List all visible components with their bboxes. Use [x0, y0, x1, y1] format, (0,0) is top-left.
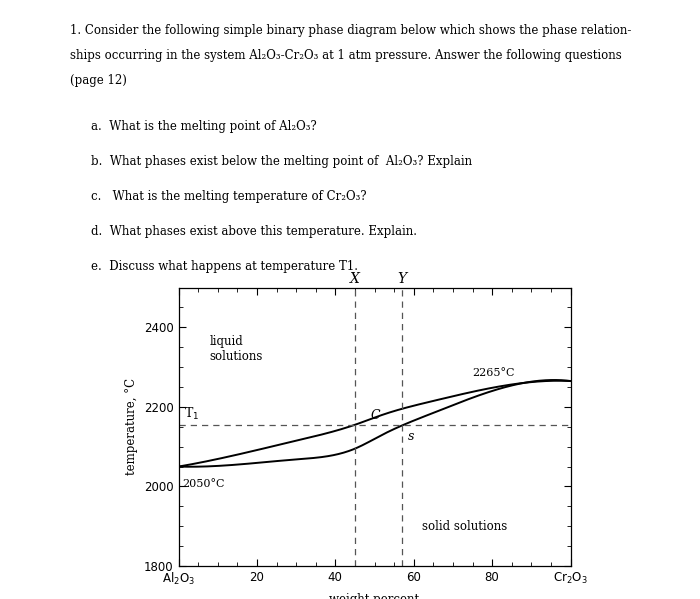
- Text: (page 12): (page 12): [70, 74, 127, 87]
- Text: 1. Consider the following simple binary phase diagram below which shows the phas: 1. Consider the following simple binary …: [70, 24, 631, 37]
- Text: c.   What is the melting temperature of Cr₂O₃?: c. What is the melting temperature of Cr…: [91, 190, 367, 203]
- Text: e.  Discuss what happens at temperature T1.: e. Discuss what happens at temperature T…: [91, 261, 358, 274]
- Text: T$_1$: T$_1$: [184, 406, 199, 422]
- Y-axis label: temperature, °C: temperature, °C: [125, 378, 139, 476]
- Text: solid solutions: solid solutions: [421, 520, 507, 533]
- Text: Y: Y: [398, 271, 407, 286]
- Text: s: s: [408, 429, 414, 443]
- X-axis label: weight percent: weight percent: [330, 592, 419, 599]
- Text: 2265°C: 2265°C: [473, 368, 515, 378]
- Text: a.  What is the melting point of Al₂O₃?: a. What is the melting point of Al₂O₃?: [91, 120, 316, 132]
- Text: X: X: [350, 271, 360, 286]
- Text: b.  What phases exist below the melting point of  Al₂O₃? Explain: b. What phases exist below the melting p…: [91, 155, 472, 168]
- Text: liquid
solutions: liquid solutions: [210, 335, 263, 363]
- Text: 2050°C: 2050°C: [183, 479, 225, 489]
- Text: ships occurring in the system Al₂O₃-Cr₂O₃ at 1 atm pressure. Answer the followin: ships occurring in the system Al₂O₃-Cr₂O…: [70, 49, 622, 62]
- Text: C: C: [370, 409, 380, 422]
- Text: d.  What phases exist above this temperature. Explain.: d. What phases exist above this temperat…: [91, 225, 417, 238]
